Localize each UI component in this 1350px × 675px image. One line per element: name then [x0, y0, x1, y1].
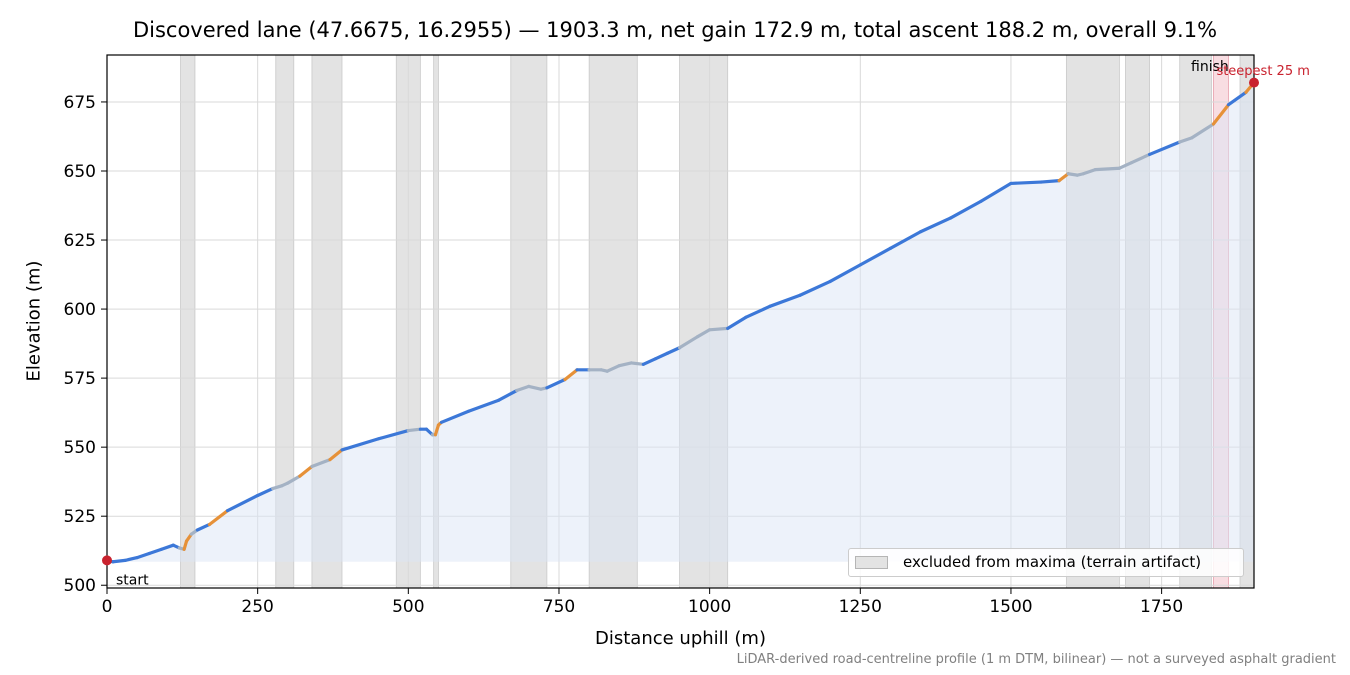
elevation-segment [159, 543, 175, 551]
elevation-segment [708, 326, 730, 332]
elevation-segment [677, 335, 700, 350]
elevation-segment [406, 427, 422, 433]
elevation-segment [135, 551, 151, 560]
elevation-segment [1129, 152, 1152, 165]
x-tick-label: 750 [543, 597, 575, 617]
elevation-segment [1117, 161, 1134, 170]
elevation-segment [515, 384, 531, 393]
plot-frame [106, 54, 1255, 589]
elevation-segment [768, 293, 802, 308]
elevation-segment [545, 377, 567, 390]
legend-swatch [855, 556, 888, 569]
elevation-segment [310, 457, 332, 469]
elevation-segment [1147, 140, 1182, 157]
tick-labels: 0 250 500 750 1000 1250 1500 1750 500 525 550 575 60… [64, 93, 1184, 617]
y-tick-label: 675 [64, 93, 96, 113]
elevation-segment [147, 547, 163, 556]
elevation-fill [107, 82, 1254, 562]
y-tick-label: 525 [64, 507, 96, 527]
excluded-band [180, 54, 196, 589]
start-label: start [116, 572, 149, 588]
steepest-label: steepest 25 m [1216, 64, 1309, 79]
elevation-segment [1178, 136, 1194, 144]
elevation-segment [195, 522, 212, 532]
x-tick-label: 1000 [688, 597, 731, 617]
footnote: LiDAR-derived road-centreline profile (1… [736, 652, 1336, 667]
elevation-segment [286, 474, 302, 485]
elevation-segment [949, 199, 983, 220]
elevation-segment [123, 556, 139, 562]
elevation-segment [1226, 90, 1248, 107]
y-tick-label: 600 [64, 300, 96, 320]
elevation-segment [918, 216, 953, 234]
elevation-segment [858, 246, 893, 267]
elevation-segment [225, 493, 260, 513]
elevation-segment [340, 437, 380, 452]
elevation-line [105, 81, 1256, 564]
y-tick-label: 650 [64, 162, 96, 182]
elevation-segment [207, 509, 230, 527]
elevation-segment [1039, 179, 1061, 184]
y-tick-label: 625 [64, 231, 96, 251]
elevation-segment [1009, 180, 1043, 186]
y-tick-label: 550 [64, 438, 96, 458]
x-tick-label: 1750 [1140, 597, 1183, 617]
y-axis-label: Elevation (m) [23, 260, 45, 382]
elevation-segment [653, 351, 670, 361]
elevation-segment [695, 328, 712, 339]
legend: excluded from maxima (terrain artifact) [848, 548, 1244, 577]
elevation-segment [439, 409, 471, 424]
elevation-segment [605, 364, 621, 373]
y-tick-label: 500 [64, 576, 96, 596]
elevation-segment [1211, 103, 1231, 126]
y-tick-label: 575 [64, 369, 96, 389]
start-marker [102, 555, 112, 566]
elevation-segment [497, 388, 519, 402]
elevation-segment [256, 486, 275, 498]
finish-label: finish [1191, 59, 1229, 75]
chart-title: Discovered lane (47.6675, 16.2955) — 190… [132, 18, 1218, 42]
endpoint-markers [102, 77, 1259, 566]
elevation-segment [298, 464, 314, 478]
elevation-segment [433, 423, 441, 437]
elevation-segment [744, 304, 772, 319]
elevation-segment [563, 368, 579, 382]
legend-label: excluded from maxima (terrain artifact) [903, 553, 1202, 571]
elevation-segment [1081, 168, 1097, 176]
x-axis-label: Distance uphill (m) [595, 628, 766, 649]
elevation-segment [617, 361, 633, 368]
finish-marker [1249, 77, 1259, 88]
elevation-segment [828, 263, 862, 284]
elevation-segment [888, 230, 923, 250]
elevation-segment [1190, 122, 1216, 140]
elevation-segment [527, 384, 543, 391]
elevation-area [107, 82, 1254, 562]
elevation-segment [111, 558, 127, 564]
x-tick-label: 250 [241, 597, 273, 617]
elevation-segment [376, 428, 410, 441]
x-tick-label: 1250 [839, 597, 882, 617]
elevation-segment [1093, 166, 1122, 172]
elevation-segment [466, 398, 501, 413]
elevation-segment [665, 346, 682, 355]
elevation-segment [641, 357, 658, 366]
x-tick-label: 500 [392, 597, 424, 617]
axes [106, 54, 1255, 589]
elevation-segment [798, 279, 832, 297]
x-tick-label: 1500 [989, 597, 1032, 617]
elevation-segment [629, 361, 645, 366]
x-tick-label: 0 [102, 597, 113, 617]
elevation-segment [1057, 172, 1070, 183]
elevation-segment [726, 315, 748, 331]
elevation-segment [979, 181, 1013, 203]
elevation-segment [328, 448, 344, 462]
